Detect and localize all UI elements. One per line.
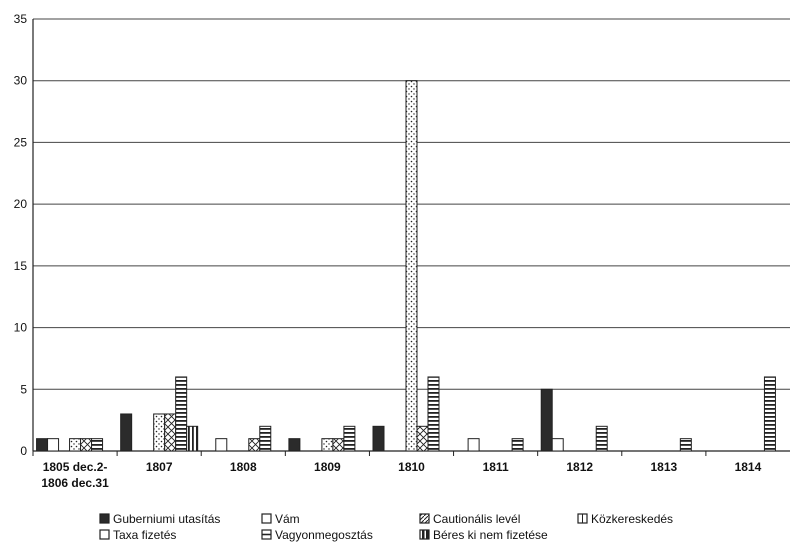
x-tick-label: 1806 dec.31 <box>41 476 109 490</box>
x-tick-label: 1805 dec.2- <box>43 460 108 474</box>
bar <box>427 376 440 452</box>
y-tick-labels: 0 5 10 15 20 25 30 35 <box>14 12 28 458</box>
legend-item: Béres ki nem fizetése <box>419 528 548 542</box>
x-tick-label: 1809 <box>314 460 341 474</box>
legend-item: Guberniumi utasítás <box>99 512 220 526</box>
bar <box>467 438 480 452</box>
legend-swatch-mark <box>426 530 429 539</box>
bar <box>763 376 776 452</box>
legend-item: Vagyonmegosztás <box>261 528 373 542</box>
y-tick-label: 15 <box>14 259 28 273</box>
bar <box>248 438 261 452</box>
bar <box>215 438 228 452</box>
legend-label: Taxa fizetés <box>113 528 176 542</box>
legend-swatch-mark <box>422 530 425 539</box>
x-tick-labels: 1805 dec.2- 1806 dec.31 1807 1808 1809 1810 18… <box>41 460 761 490</box>
y-tick-label: 35 <box>14 12 28 26</box>
x-tick-label: 1813 <box>650 460 677 474</box>
bar <box>511 438 524 452</box>
bar <box>551 438 564 452</box>
y-tick-label: 10 <box>14 321 28 335</box>
legend-label: Közkereskedés <box>591 512 673 526</box>
y-tick-label: 5 <box>20 382 27 396</box>
x-tick-label: 1808 <box>230 460 257 474</box>
bar <box>91 438 104 452</box>
bar <box>321 438 334 452</box>
legend: Guberniumi utasítás Vám Cautionális levél K… <box>99 512 673 542</box>
bars <box>36 80 776 452</box>
legend-item: Cautionális levél <box>419 512 520 526</box>
legend-swatch <box>419 513 430 524</box>
bar <box>405 80 418 452</box>
legend-swatch <box>261 513 272 524</box>
legend-item: Vám <box>261 512 300 526</box>
x-tick-label: 1812 <box>566 460 593 474</box>
bar <box>540 388 553 452</box>
bar <box>153 413 166 452</box>
bar <box>164 413 177 452</box>
x-tick-label: 1810 <box>398 460 425 474</box>
bar <box>332 438 345 452</box>
y-tick-label: 20 <box>14 197 28 211</box>
y-tick-label: 30 <box>14 74 28 88</box>
legend-label: Béres ki nem fizetése <box>433 528 548 542</box>
legend-item: Közkereskedés <box>577 512 673 526</box>
legend-label: Vám <box>275 512 300 526</box>
bar <box>120 413 133 452</box>
bar <box>80 438 93 452</box>
x-tick-label: 1811 <box>483 460 509 474</box>
legend-label: Guberniumi utasítás <box>113 512 220 526</box>
bar <box>372 425 385 452</box>
legend-label: Cautionális levél <box>433 512 520 526</box>
bar <box>47 438 60 452</box>
bar <box>186 425 199 452</box>
bar <box>259 425 272 452</box>
legend-item: Taxa fizetés <box>99 528 176 542</box>
y-tick-label: 25 <box>14 135 28 149</box>
legend-swatch <box>99 529 110 540</box>
y-tick-label: 0 <box>20 444 27 458</box>
x-tick-label: 1807 <box>146 460 173 474</box>
legend-swatch <box>99 513 110 524</box>
bar <box>343 425 356 452</box>
bar <box>175 376 188 452</box>
bar <box>36 438 49 452</box>
x-tick-label: 1814 <box>735 460 762 474</box>
bar <box>416 425 429 452</box>
bar <box>69 438 82 452</box>
bar <box>595 425 608 452</box>
legend-label: Vagyonmegosztás <box>275 528 373 542</box>
bar <box>679 438 692 452</box>
bar <box>288 438 301 452</box>
